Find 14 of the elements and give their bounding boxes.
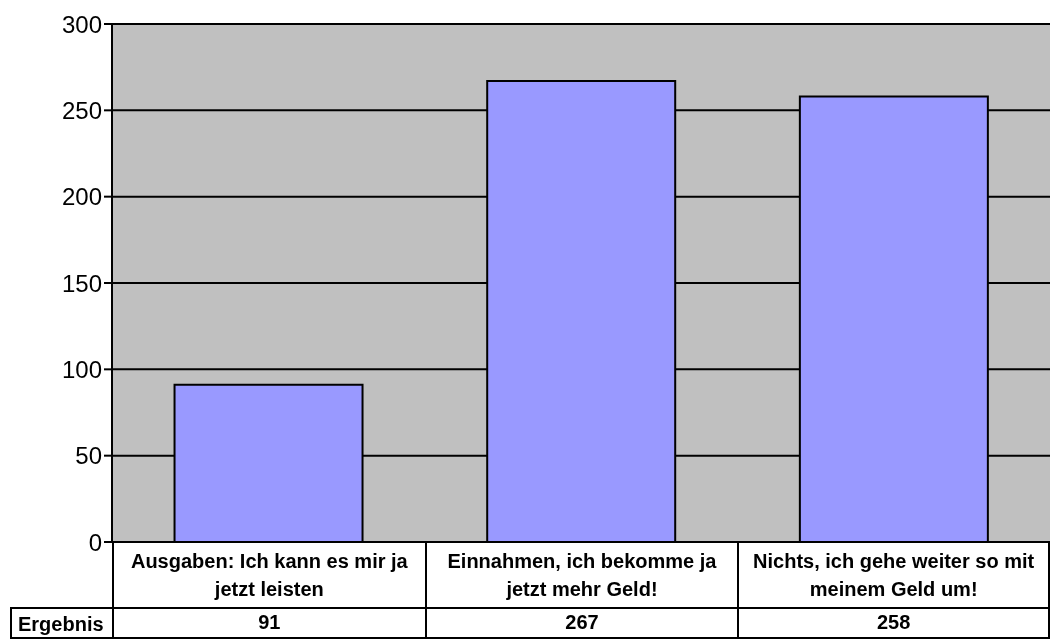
data-label: 91	[112, 607, 425, 639]
y-tick-label: 0	[88, 528, 102, 556]
x-tick-label: Einnahmen, ich bekomme ja jetzt mehr Geld!	[424, 543, 738, 607]
y-tick-label: 250	[61, 96, 102, 124]
y-tick-label: 300	[61, 10, 102, 38]
y-tick-label: 50	[75, 442, 102, 470]
y-tick-label: 200	[61, 183, 102, 211]
data-label: 267	[424, 607, 738, 639]
y-tick-label: 150	[61, 269, 102, 297]
y-tick-label: 100	[61, 355, 102, 383]
x-tick-label: Ausgaben: Ich kann es mir ja jetzt leisten	[112, 543, 425, 607]
x-tick-label: Nichts, ich gehe weiter so mit meinem Geld um!	[737, 543, 1050, 607]
data-label: 258	[737, 607, 1050, 639]
legend-label: Ergebnis	[10, 607, 112, 639]
